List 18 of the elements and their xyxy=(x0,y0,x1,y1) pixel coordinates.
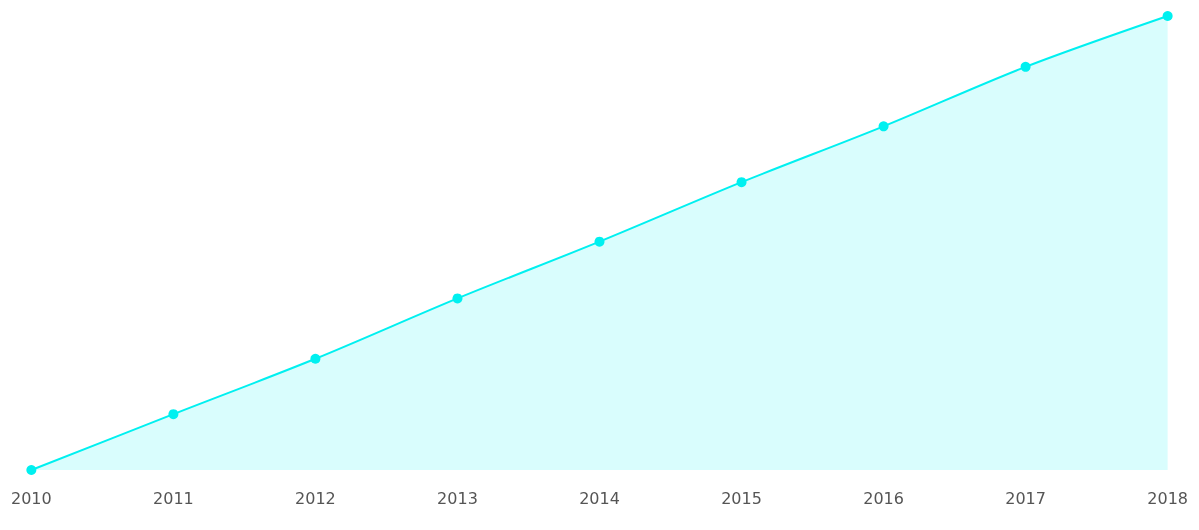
x-tick-label: 2012 xyxy=(295,488,336,508)
point xyxy=(26,465,37,475)
x-tick-label: 2014 xyxy=(579,488,620,508)
point xyxy=(452,293,463,304)
x-tick-label: 2016 xyxy=(863,488,904,508)
x-tick-label: 2013 xyxy=(437,488,478,508)
point xyxy=(594,236,605,247)
x-tick-label: 2018 xyxy=(1147,488,1188,508)
x-tick-label: 2011 xyxy=(153,488,194,508)
point xyxy=(310,353,321,364)
point xyxy=(736,177,747,188)
x-tick-label: 2015 xyxy=(721,488,762,508)
point xyxy=(1020,61,1031,72)
point xyxy=(1162,11,1173,21)
point xyxy=(878,121,889,132)
point xyxy=(168,409,179,420)
x-tick-label: 2010 xyxy=(11,488,52,508)
x-tick-label: 2017 xyxy=(1005,488,1046,508)
